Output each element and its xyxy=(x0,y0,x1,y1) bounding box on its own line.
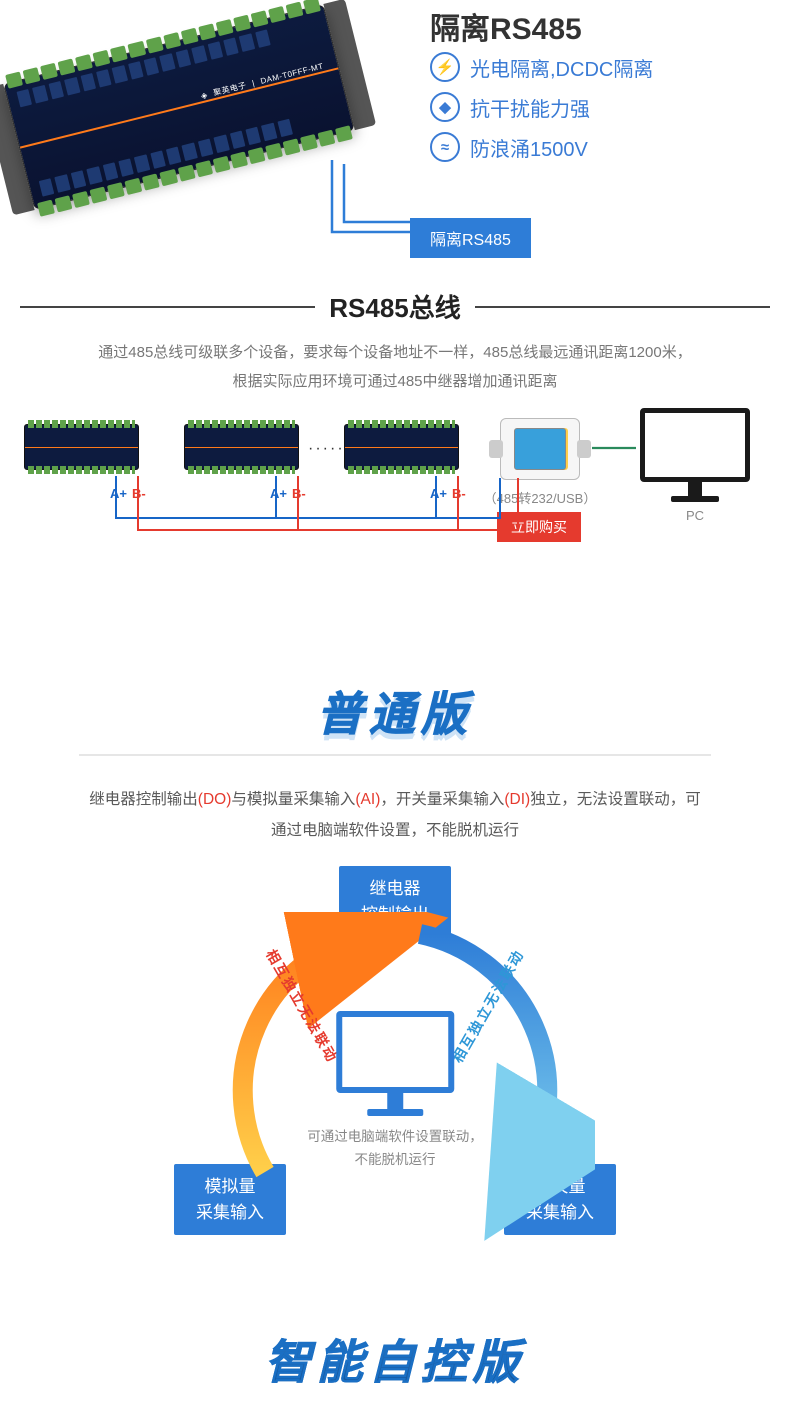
label-a1: A+ xyxy=(110,486,127,501)
feature-text-2: 抗干扰能力强 xyxy=(470,93,590,122)
pc-graphic: PC xyxy=(630,408,760,523)
bus-diagram: ······ （485转232/USB） 立即购买 PC A+ B- A+ B-… xyxy=(20,418,770,608)
rs485-tag: 隔离RS485 xyxy=(410,218,531,258)
desc-di: (DI) xyxy=(504,791,530,808)
feature-row-3: ≈ 防浪涌1500V xyxy=(430,132,588,162)
bus-device-3 xyxy=(344,424,459,470)
bus-device-1 xyxy=(24,424,139,470)
bolt-icon: ⚡ xyxy=(430,52,460,82)
bus-device-2 xyxy=(184,424,299,470)
normal-description: 继电器控制输出(DO)与模拟量采集输入(AI)，开关量采集输入(DI)独立，无法… xyxy=(0,784,790,866)
desc-tail1: 独立，无法设置联动，可 xyxy=(530,791,701,808)
buy-button[interactable]: 立即购买 xyxy=(497,512,581,542)
center-cap-1: 可通过电脑端软件设置联动， xyxy=(307,1129,483,1144)
desc-mid2: ，开关量采集输入 xyxy=(380,791,504,808)
wave-icon: ≈ xyxy=(430,132,460,162)
label-b3: B- xyxy=(452,486,466,501)
converter-caption: （485转232/USB） xyxy=(475,488,605,507)
desc-ai: (AI) xyxy=(355,791,380,808)
label-b2: B- xyxy=(292,486,306,501)
bus-desc-line2: 根据实际应用环境可通过485中继器增加通讯距离 xyxy=(232,373,557,390)
pc-caption: PC xyxy=(630,508,760,523)
label-a3: A+ xyxy=(430,486,447,501)
label-a2: A+ xyxy=(270,486,287,501)
bus-title-row: RS485总线 xyxy=(20,288,770,325)
bus-desc-line1: 通过485总线可级联多个设备，要求每个设备地址不一样，485总线最远通讯距离12… xyxy=(98,344,691,361)
desc-mid1: 与模拟量采集输入 xyxy=(231,791,355,808)
feature-row-2: ◆ 抗干扰能力强 xyxy=(430,92,590,122)
shield-icon: ◆ xyxy=(430,92,460,122)
normal-title: 普通版 xyxy=(79,678,711,756)
feature-text-3: 防浪涌1500V xyxy=(470,133,588,162)
hero-title: 隔离RS485 xyxy=(430,4,582,48)
cycle-diagram: 继电器 控制输出 模拟量 采集输入 开关量 采集输入 xyxy=(0,866,790,1286)
smart-title: 智能自控版 xyxy=(79,1326,711,1392)
desc-do: (DO) xyxy=(198,791,232,808)
normal-version-section: 普通版 继电器控制输出(DO)与模拟量采集输入(AI)，开关量采集输入(DI)独… xyxy=(0,638,790,1392)
feature-row-1: ⚡ 光电隔离,DCDC隔离 xyxy=(430,52,653,82)
bus-description: 通过485总线可级联多个设备，要求每个设备地址不一样，485总线最远通讯距离12… xyxy=(20,339,770,396)
device-brand-logo: ◈ xyxy=(200,90,209,100)
converter-device xyxy=(500,418,580,480)
desc-tail2: 通过电脑端软件设置，不能脱机运行 xyxy=(271,822,519,839)
center-pc-graphic: 可通过电脑端软件设置联动， 不能脱机运行 xyxy=(307,1011,483,1172)
device-image-large: ◈ 聚英电子 | DAM-T0FFF-MT xyxy=(3,4,355,210)
desc-pre: 继电器控制输出 xyxy=(89,791,198,808)
bus-section: RS485总线 通过485总线可级联多个设备，要求每个设备地址不一样，485总线… xyxy=(0,288,790,638)
feature-text-1: 光电隔离,DCDC隔离 xyxy=(470,53,653,82)
hero-section: ◈ 聚英电子 | DAM-T0FFF-MT 隔离RS485 ⚡ 光电隔离,DCD… xyxy=(0,0,790,270)
center-cap-2: 不能脱机运行 xyxy=(355,1152,436,1167)
bus-title-text: RS485总线 xyxy=(329,288,461,325)
label-b1: B- xyxy=(132,486,146,501)
device-model: DAM-T0FFF-MT xyxy=(259,61,324,85)
